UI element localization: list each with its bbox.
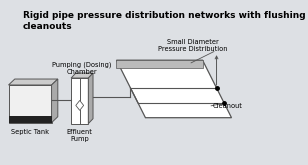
FancyBboxPatch shape — [9, 116, 51, 123]
Text: Rigid pipe pressure distribution networks with flushing
cleanouts: Rigid pipe pressure distribution network… — [22, 11, 305, 31]
Polygon shape — [116, 60, 232, 118]
Polygon shape — [51, 79, 58, 123]
Polygon shape — [116, 60, 203, 68]
Text: Cleanout: Cleanout — [213, 103, 243, 109]
FancyBboxPatch shape — [71, 78, 88, 124]
Text: Effluent
Pump: Effluent Pump — [67, 129, 93, 142]
Text: Septic Tank: Septic Tank — [11, 129, 49, 135]
Polygon shape — [71, 73, 93, 78]
Polygon shape — [88, 73, 93, 124]
Text: Pumping (Dosing)
Chamber: Pumping (Dosing) Chamber — [52, 62, 112, 75]
Polygon shape — [9, 79, 58, 85]
FancyBboxPatch shape — [9, 85, 51, 123]
Polygon shape — [76, 100, 84, 110]
Text: Small Diameter
Pressure Distribution: Small Diameter Pressure Distribution — [158, 39, 227, 52]
